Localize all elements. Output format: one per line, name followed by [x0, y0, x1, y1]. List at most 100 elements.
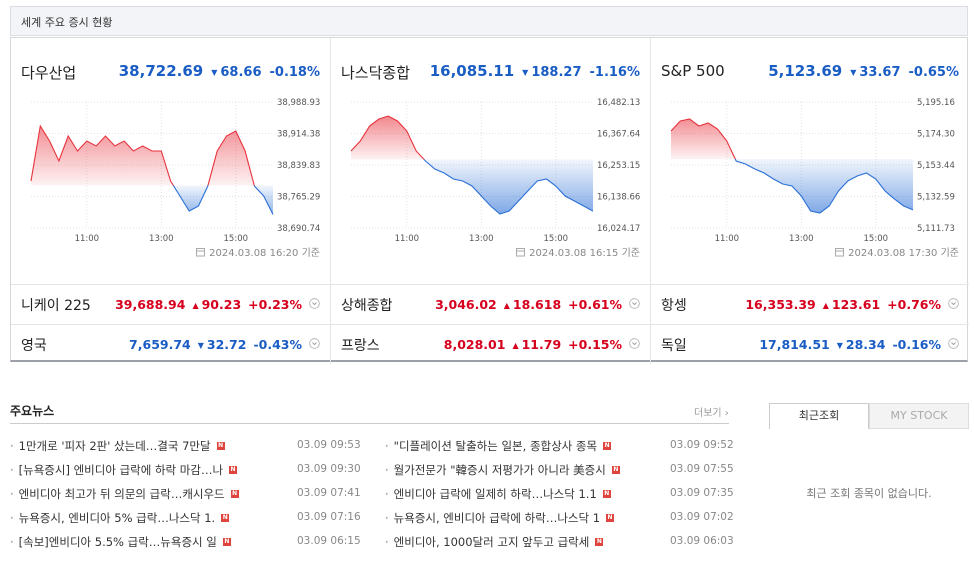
bullet: ·	[385, 511, 389, 525]
quote-values: 16,085.11 ▼ 188.27 -1.16%	[430, 62, 640, 80]
chart: 5,111.73 5,132.59 5,153.44 5,174.30 5,195.16…	[670, 98, 955, 244]
more-link[interactable]: 더보기 ›	[694, 408, 729, 419]
news-item[interactable]: · 엔비디아 최고가 뒤 의문의 급락…캐시우드 N	[10, 486, 239, 502]
area	[671, 119, 913, 213]
icon-shape	[948, 338, 959, 349]
news-title[interactable]: 뉴욕증시, 엔비디아 5% 급락…나스닥 1.	[18, 511, 216, 525]
change-value: 32.72	[206, 337, 247, 352]
change-value: 11.79	[521, 337, 562, 352]
line	[350, 115, 594, 215]
market-cell: 프랑스 8,028.01 ▲ 11.79 +0.15%	[331, 324, 651, 364]
change-value: 68.66	[220, 65, 262, 80]
change-rate: -0.65%	[908, 65, 960, 80]
news-item[interactable]: · 1만개로 '피자 2판' 샀는데…결국 7만달 N	[10, 438, 225, 454]
price: 16,085.11	[429, 62, 515, 80]
news-time: 03.09 07:35	[670, 487, 734, 499]
header: 세계 주요 증시 현황	[10, 6, 968, 36]
detail-button[interactable]	[629, 298, 640, 309]
market-name: 상해종합	[341, 298, 393, 314]
news-time: 03.09 07:55	[670, 463, 734, 475]
timestamp-text: 2024.03.08 16:20 기준	[209, 248, 320, 259]
icon-shape	[309, 338, 320, 349]
y-tick-label: 5,153.44	[917, 161, 955, 171]
news-title[interactable]: [뉴욕증시] 엔비디아 급락에 하락 마감…나	[18, 463, 224, 477]
news-title[interactable]: 뉴욕증시, 엔비디아 급락에 하락…나스닥 1	[393, 511, 601, 525]
timestamp-text: 2024.03.08 16:15 기준	[529, 248, 640, 259]
new-badge: N	[230, 490, 239, 498]
icon-shape	[312, 302, 317, 306]
news-title[interactable]: 엔비디아 급락에 일제히 하락…나스닥 1.1	[393, 487, 597, 501]
change: ▲ 123.61	[823, 297, 880, 312]
news-time: 03.09 06:15	[297, 535, 361, 547]
line	[670, 118, 914, 214]
x-tick-label: 13:00	[469, 234, 494, 244]
detail-button[interactable]	[948, 298, 959, 309]
news-item[interactable]: · 월가전문가 "韓증시 저평가가 아니라 美증시 N	[385, 462, 620, 478]
tab-recent[interactable]: 최근조회	[769, 403, 869, 429]
detail-button[interactable]	[309, 338, 320, 349]
news-item[interactable]: · [뉴욕증시] 엔비디아 급락에 하락 마감…나 N	[10, 462, 238, 478]
detail-button[interactable]	[629, 338, 640, 349]
news-title[interactable]: "디플레이션 탈출하는 일본, 종합상사 종목	[393, 439, 598, 453]
index-name: 나스닥종합	[341, 64, 411, 82]
news-time: 03.09 07:02	[670, 511, 734, 523]
quote-values: 3,046.02 ▲ 18.618 +0.61%	[435, 297, 640, 312]
new-badge: N	[216, 442, 225, 450]
arrow-icon: ▲	[512, 341, 519, 350]
detail-button[interactable]	[309, 298, 320, 309]
bullet: ·	[385, 439, 389, 453]
price: 39,688.94	[115, 297, 186, 312]
change-rate: +0.23%	[248, 297, 302, 312]
arrow-icon: ▲	[503, 301, 510, 310]
change-rate: +0.61%	[568, 297, 622, 312]
index-name: 다우산업	[21, 64, 77, 82]
price: 8,028.01	[443, 337, 506, 352]
bullet: ·	[385, 463, 389, 477]
new-badge: N	[221, 514, 230, 522]
news-title: 주요뉴스	[10, 404, 55, 418]
more-text[interactable]: 더보기	[694, 408, 722, 419]
y-tick-label: 38,914.38	[277, 130, 320, 140]
market-cell: 상해종합 3,046.02 ▲ 18.618 +0.61%	[331, 284, 651, 324]
bullet: ·	[385, 487, 389, 501]
index-panel: S&P 500 5,123.69 ▼ 33.67 -0.65% 5,111.73 5,132…	[651, 38, 969, 284]
news-item[interactable]: · 뉴욕증시, 엔비디아 5% 급락…나스닥 1. N	[10, 510, 230, 526]
news-item[interactable]: · "디플레이션 탈출하는 일본, 종합상사 종목 N	[385, 438, 612, 454]
change: ▲ 11.79	[512, 337, 561, 352]
news-title[interactable]: 엔비디아 최고가 뒤 의문의 급락…캐시우드	[18, 487, 225, 501]
x-tick-label: 15:00	[544, 234, 569, 244]
news-item[interactable]: · [속보]엔비디아 5.5% 급락…뉴욕증시 일 N	[10, 534, 231, 550]
change: ▼ 32.72	[198, 337, 247, 352]
arrow-icon: ▲	[192, 301, 199, 310]
market-name: 영국	[21, 338, 47, 354]
detail-button[interactable]	[948, 338, 959, 349]
y-tick-label: 5,132.59	[917, 192, 955, 202]
new-badge: N	[611, 466, 620, 474]
price: 17,814.51	[759, 337, 830, 352]
market-name: 니케이 225	[21, 298, 91, 314]
new-badge: N	[229, 466, 238, 474]
news-time: 03.09 09:52	[670, 439, 734, 451]
news-title[interactable]: 엔비디아, 1000달러 고지 앞두고 급락세	[393, 535, 590, 549]
y-tick-label: 38,839.83	[277, 161, 320, 171]
icon-shape	[948, 298, 959, 309]
change-rate: -0.18%	[269, 65, 321, 80]
price: 38,722.69	[118, 62, 204, 80]
icon-shape	[312, 342, 317, 346]
news-item[interactable]: · 엔비디아, 1000달러 고지 앞두고 급락세 N	[385, 534, 604, 550]
y-tick-label: 16,253.15	[597, 161, 640, 171]
bullet: ·	[10, 463, 14, 477]
bullet: ·	[10, 511, 14, 525]
news-item[interactable]: · 엔비디아 급락에 일제히 하락…나스닥 1.1 N	[385, 486, 611, 502]
bullet: ·	[10, 439, 14, 453]
tab-mystock[interactable]: MY STOCK	[869, 403, 969, 429]
news-item[interactable]: · 뉴욕증시, 엔비디아 급락에 하락…나스닥 1 N	[385, 510, 615, 526]
news-time: 03.09 09:30	[297, 463, 361, 475]
quote-values: 16,353.39 ▲ 123.61 +0.76%	[745, 297, 959, 312]
y-tick-label: 38,988.93	[277, 98, 320, 108]
news-title[interactable]: 월가전문가 "韓증시 저평가가 아니라 美증시	[393, 463, 606, 477]
news-time: 03.09 06:03	[670, 535, 734, 547]
news-title[interactable]: 1만개로 '피자 2판' 샀는데…결국 7만달	[18, 439, 211, 453]
news-title[interactable]: [속보]엔비디아 5.5% 급락…뉴욕증시 일	[18, 535, 217, 549]
icon-shape	[835, 247, 845, 256]
